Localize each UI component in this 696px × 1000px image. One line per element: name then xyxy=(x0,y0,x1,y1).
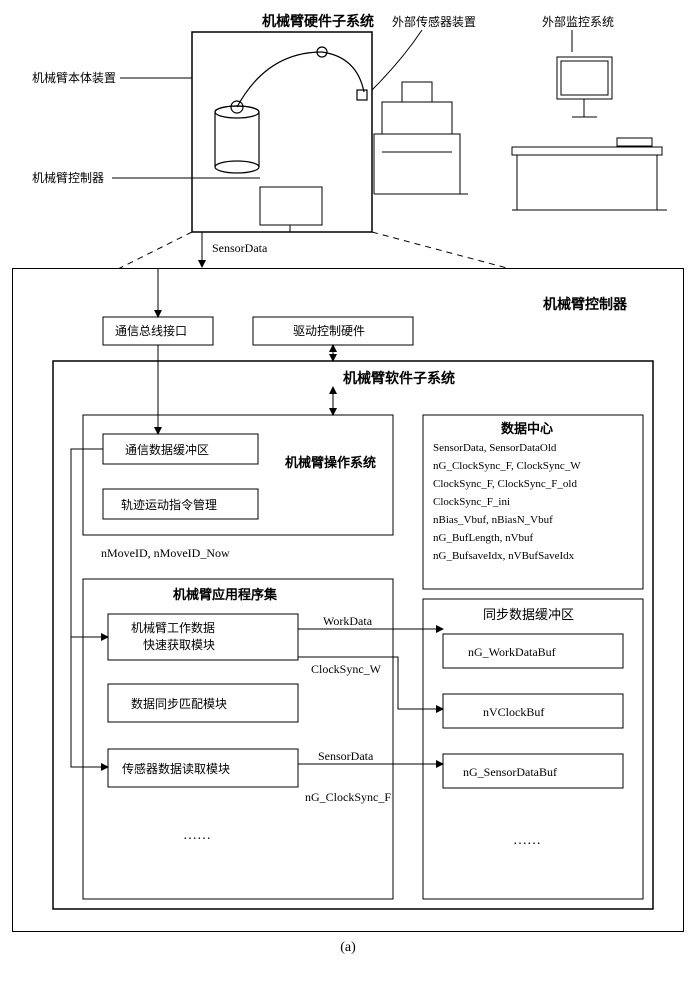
arm-body-label: 机械臂本体装置 xyxy=(32,70,116,85)
arrow-clocksync-w: ClockSync_W xyxy=(311,662,382,676)
comm-buf-text: 通信数据缓冲区 xyxy=(125,442,209,457)
sb-dots: …… xyxy=(513,833,541,848)
comm-bus-text: 通信总线接口 xyxy=(115,323,187,338)
dc-line1: SensorData, SensorDataOld xyxy=(433,442,557,454)
os-title: 机械臂操作系统 xyxy=(285,455,376,470)
dc-line6: nG_BufLength, nVbuf xyxy=(433,532,534,544)
arrow-workdata: WorkData xyxy=(323,614,373,628)
sb3-text: nG_SensorDataBuf xyxy=(463,765,557,779)
arm-ctrl-label: 机械臂控制器 xyxy=(32,170,104,185)
sensordata-label: SensorData xyxy=(212,241,268,255)
hw-subsys-title: 机械臂硬件子系统 xyxy=(262,13,374,30)
arrow-sensordata: SensorData xyxy=(318,749,374,763)
controller-title: 机械臂控制器 xyxy=(543,296,628,313)
sync-buf-box xyxy=(423,599,643,899)
drive-hw-text: 驱动控制硬件 xyxy=(293,324,365,338)
ext-sensor-label: 外部传感器装置 xyxy=(392,14,476,29)
data-center-title: 数据中心 xyxy=(501,421,553,436)
diagram-root: 机械臂硬件子系统 外部传感器装置 外部监控系统 机械臂本体装置 机械臂控制器 xyxy=(12,12,684,956)
app1-text-1: 机械臂工作数据 xyxy=(131,620,215,635)
app1-text-2: 快速获取模块 xyxy=(143,638,215,652)
caption: (a) xyxy=(12,940,684,956)
sb2-text: nVClockBuf xyxy=(483,705,544,719)
sb1-text: nG_WorkDataBuf xyxy=(468,645,556,659)
app-dots: …… xyxy=(183,828,211,843)
sw-subsys-title: 机械臂软件子系统 xyxy=(343,370,455,387)
sync-buf-title: 同步数据缓冲区 xyxy=(483,607,574,622)
hw-subsys-box xyxy=(192,32,372,232)
monitor-desk xyxy=(512,57,667,210)
dc-line7: nG_BufsaveIdx, nVBufSaveIdx xyxy=(433,550,575,562)
controller-detail: 机械臂控制器 通信总线接口 驱动控制硬件 机械臂软件子系统 机械臂操作系统 通信… xyxy=(12,268,684,932)
moveid-text: nMoveID, nMoveID_Now xyxy=(101,546,230,560)
app2-text: 数据同步匹配模块 xyxy=(131,696,227,711)
expand-dash-right xyxy=(372,232,672,272)
dc-line5: nBias_Vbuf, nBiasN_Vbuf xyxy=(433,514,553,526)
arrow-ng-clocksync-f: nG_ClockSync_F xyxy=(305,790,391,804)
robot-arm-drawing xyxy=(215,47,367,173)
sensor-table xyxy=(374,82,468,194)
dc-line4: ClockSync_F_ini xyxy=(433,496,510,508)
traj-mgmt-text: 轨迹运动指令管理 xyxy=(121,497,217,512)
ext-monitor-label: 外部监控系统 xyxy=(542,14,614,29)
app-set-title: 机械臂应用程序集 xyxy=(173,587,278,602)
os-box xyxy=(83,415,393,535)
lower-svg: 机械臂控制器 通信总线接口 驱动控制硬件 机械臂软件子系统 机械臂操作系统 通信… xyxy=(23,279,675,919)
dc-line2: nG_ClockSync_F, ClockSync_W xyxy=(433,460,581,472)
expand-dash-left xyxy=(32,232,192,272)
upper-scene: 机械臂硬件子系统 外部传感器装置 外部监控系统 机械臂本体装置 机械臂控制器 xyxy=(12,12,684,272)
dc-line3: ClockSync_F, ClockSync_F_old xyxy=(433,478,577,490)
controller-box-drawing xyxy=(260,187,322,225)
app3-text: 传感器数据读取模块 xyxy=(122,761,230,776)
